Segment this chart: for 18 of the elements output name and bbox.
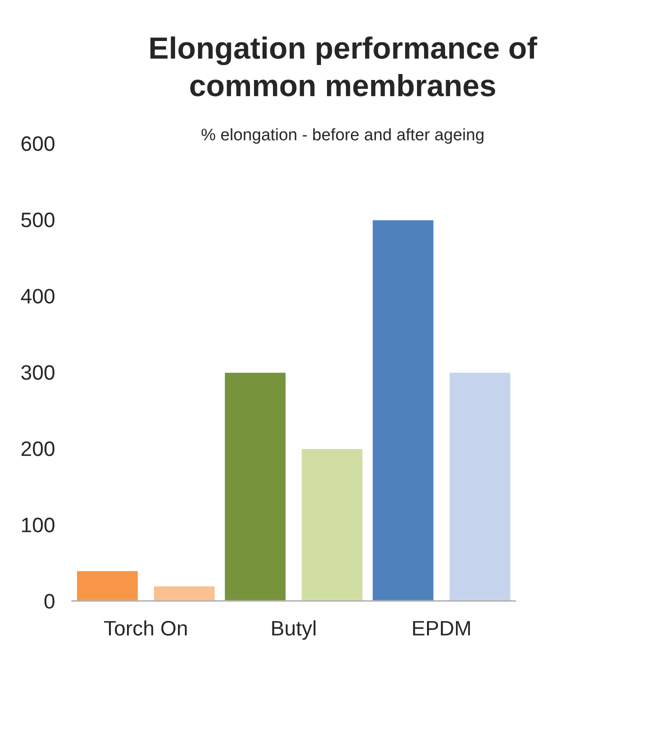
- x-tick-label: EPDM: [413, 621, 470, 636]
- y-tick-label: 100: [22, 518, 54, 532]
- bar: [448, 371, 512, 601]
- chart-title: Elongation performance of common membranes: [150, 36, 538, 96]
- bar: [223, 371, 287, 601]
- y-tick-label: 600: [22, 136, 54, 152]
- bar: [371, 218, 435, 601]
- y-tick-label: 300: [21, 365, 54, 380]
- bar: [152, 584, 216, 601]
- y-tick-label: 0: [44, 594, 54, 609]
- chart-subtitle: % elongation - before and after ageing: [202, 128, 484, 144]
- y-tick-label: 400: [20, 288, 54, 304]
- bar: [76, 570, 140, 601]
- y-tick-label: 500: [21, 212, 54, 228]
- y-tick-label: 200: [22, 441, 54, 456]
- x-tick-label: Torch On: [104, 620, 187, 636]
- bar: [300, 448, 364, 601]
- x-tick-label: Butyl: [272, 620, 316, 640]
